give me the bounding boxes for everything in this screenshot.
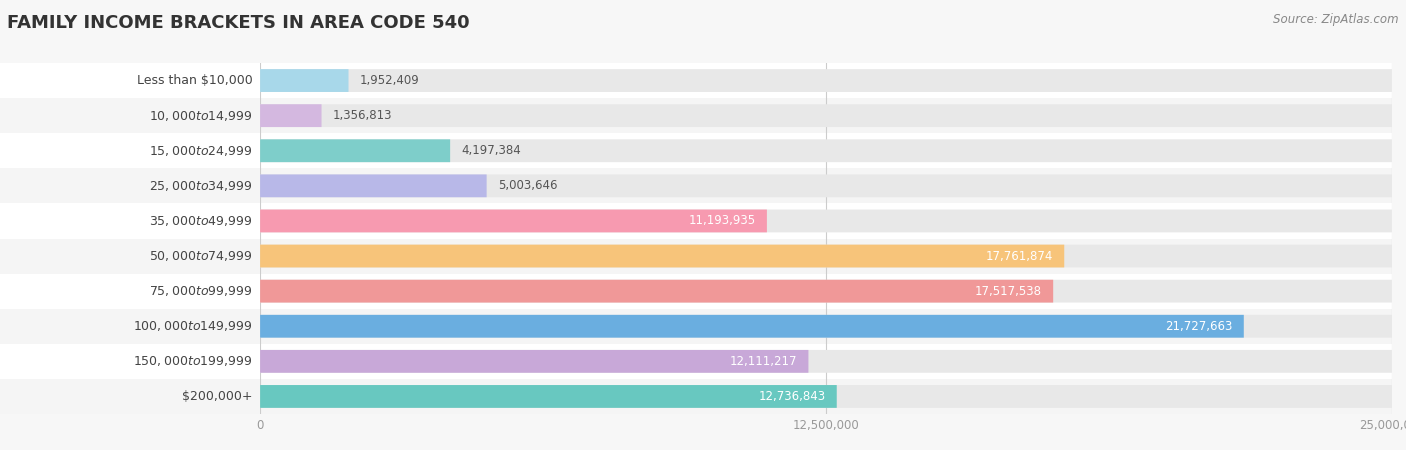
Bar — [0, 309, 260, 344]
FancyBboxPatch shape — [260, 280, 1392, 302]
Text: 4,197,384: 4,197,384 — [461, 144, 522, 157]
Text: 11,193,935: 11,193,935 — [689, 215, 755, 227]
FancyBboxPatch shape — [260, 140, 450, 162]
FancyBboxPatch shape — [260, 140, 1392, 162]
Bar — [0, 379, 260, 414]
Text: Less than $10,000: Less than $10,000 — [136, 74, 252, 87]
Text: 5,003,646: 5,003,646 — [498, 180, 557, 192]
Text: $200,000+: $200,000+ — [181, 390, 252, 403]
Text: 17,761,874: 17,761,874 — [986, 250, 1053, 262]
FancyBboxPatch shape — [260, 280, 1053, 302]
Bar — [260, 98, 1392, 133]
Bar — [260, 344, 1392, 379]
Bar — [0, 168, 260, 203]
FancyBboxPatch shape — [260, 315, 1244, 338]
FancyBboxPatch shape — [260, 210, 766, 232]
Text: $150,000 to $199,999: $150,000 to $199,999 — [134, 354, 252, 369]
Bar — [0, 98, 260, 133]
Bar — [260, 238, 1392, 274]
Text: $15,000 to $24,999: $15,000 to $24,999 — [149, 144, 252, 158]
Text: 17,517,538: 17,517,538 — [974, 285, 1042, 297]
Bar — [0, 63, 260, 98]
Bar — [0, 133, 260, 168]
FancyBboxPatch shape — [260, 315, 1392, 338]
Text: 1,952,409: 1,952,409 — [360, 74, 419, 87]
FancyBboxPatch shape — [260, 385, 1392, 408]
FancyBboxPatch shape — [260, 104, 1392, 127]
FancyBboxPatch shape — [260, 69, 349, 92]
Bar — [0, 238, 260, 274]
Bar — [260, 379, 1392, 414]
Text: $35,000 to $49,999: $35,000 to $49,999 — [149, 214, 252, 228]
Bar — [0, 344, 260, 379]
Bar — [260, 309, 1392, 344]
FancyBboxPatch shape — [260, 104, 322, 127]
Text: $50,000 to $74,999: $50,000 to $74,999 — [149, 249, 252, 263]
Bar — [0, 274, 260, 309]
Bar — [260, 274, 1392, 309]
Text: 21,727,663: 21,727,663 — [1166, 320, 1233, 333]
Text: 12,111,217: 12,111,217 — [730, 355, 797, 368]
FancyBboxPatch shape — [260, 245, 1064, 267]
FancyBboxPatch shape — [260, 350, 1392, 373]
Text: $75,000 to $99,999: $75,000 to $99,999 — [149, 284, 252, 298]
Text: Source: ZipAtlas.com: Source: ZipAtlas.com — [1274, 14, 1399, 27]
Bar — [260, 168, 1392, 203]
Text: $10,000 to $14,999: $10,000 to $14,999 — [149, 108, 252, 123]
FancyBboxPatch shape — [260, 350, 808, 373]
Text: $100,000 to $149,999: $100,000 to $149,999 — [134, 319, 252, 333]
Text: 1,356,813: 1,356,813 — [333, 109, 392, 122]
Text: 12,736,843: 12,736,843 — [758, 390, 825, 403]
FancyBboxPatch shape — [260, 210, 1392, 232]
Bar — [260, 133, 1392, 168]
FancyBboxPatch shape — [260, 245, 1392, 267]
Bar — [260, 63, 1392, 98]
Text: $25,000 to $34,999: $25,000 to $34,999 — [149, 179, 252, 193]
FancyBboxPatch shape — [260, 175, 1392, 197]
Bar — [0, 203, 260, 238]
FancyBboxPatch shape — [260, 69, 1392, 92]
Text: FAMILY INCOME BRACKETS IN AREA CODE 540: FAMILY INCOME BRACKETS IN AREA CODE 540 — [7, 14, 470, 32]
FancyBboxPatch shape — [260, 175, 486, 197]
FancyBboxPatch shape — [260, 385, 837, 408]
Bar — [260, 203, 1392, 238]
